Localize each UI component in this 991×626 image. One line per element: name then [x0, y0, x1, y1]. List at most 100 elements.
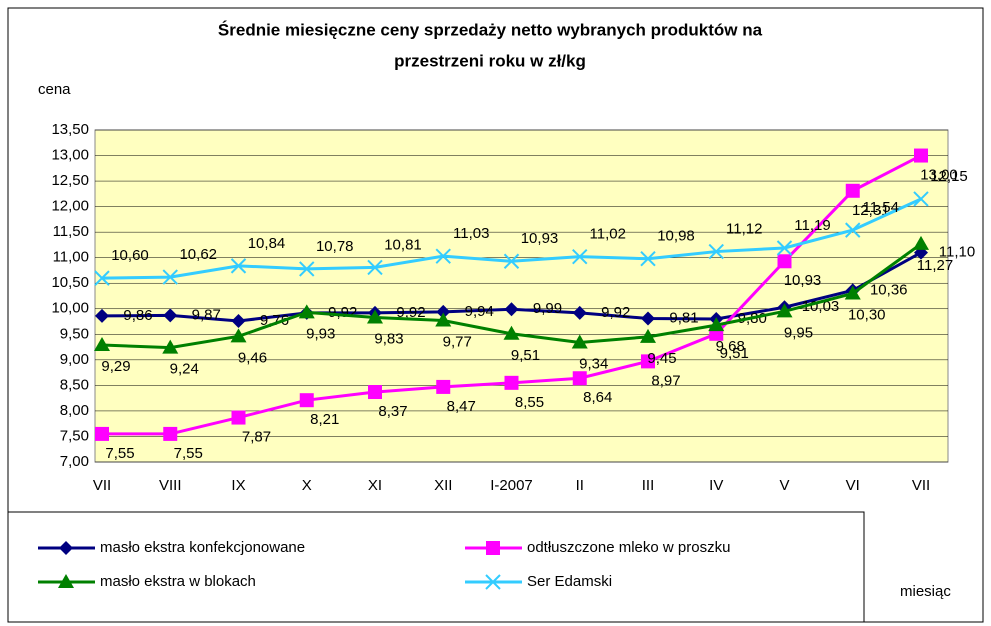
data-label: 12,15 [930, 168, 968, 185]
marker [776, 303, 793, 318]
data-label: 9,92 [396, 304, 425, 321]
marker [777, 254, 792, 269]
marker [162, 339, 179, 354]
x-tick-label: IV [709, 477, 723, 494]
data-label: 7,55 [174, 445, 203, 462]
x-tick-label: VIII [159, 477, 182, 494]
data-label: 10,60 [111, 247, 149, 264]
data-label: 10,98 [657, 228, 695, 245]
data-label: 9,77 [443, 333, 472, 350]
data-label: 9,92 [601, 304, 630, 321]
legend-label: odtłuszczone mleko w proszku [527, 539, 730, 556]
x-tick-label: VI [846, 477, 860, 494]
marker [503, 253, 520, 269]
data-label: 9,29 [101, 358, 130, 375]
legend-label: masło ekstra w blokach [100, 573, 256, 590]
data-label: 10,93 [784, 272, 822, 289]
data-label: 9,81 [669, 309, 698, 326]
data-label: 9,87 [192, 306, 221, 323]
marker [435, 312, 452, 327]
y-tick-label: 8,50 [60, 376, 89, 393]
y-tick-label: 7,50 [60, 427, 89, 444]
marker [641, 354, 655, 369]
data-label: 8,97 [651, 372, 680, 389]
y-tick-label: 13,50 [51, 121, 89, 138]
marker [640, 251, 656, 267]
x-tick-label: V [779, 477, 789, 494]
x-tick-label: XI [368, 477, 382, 494]
chart-title: Średnie miesięczne ceny sprzedaży netto … [218, 20, 763, 39]
marker [913, 235, 929, 250]
data-label: 8,21 [310, 411, 339, 428]
marker [571, 334, 588, 349]
legend-marker [485, 574, 501, 590]
marker [504, 302, 519, 317]
marker [231, 410, 246, 425]
marker [230, 328, 247, 343]
data-label: 10,81 [384, 236, 422, 253]
data-label: 9,24 [170, 361, 199, 378]
data-label: 9,51 [511, 347, 540, 364]
data-label: 9,99 [533, 300, 562, 317]
marker [776, 240, 793, 256]
data-label: 11,12 [726, 221, 762, 238]
x-tick-label: XII [434, 477, 452, 494]
data-label: 9,46 [238, 349, 267, 366]
y-tick-label: 11,50 [53, 223, 89, 240]
marker [163, 308, 178, 323]
data-label: 10,93 [521, 230, 559, 247]
marker [230, 258, 247, 274]
data-label: 9,95 [784, 324, 813, 341]
marker [845, 222, 861, 238]
marker [162, 269, 178, 285]
marker [844, 285, 861, 300]
marker [95, 308, 109, 323]
y-axis-label: cena [38, 81, 71, 98]
data-label: 7,55 [105, 445, 134, 462]
y-tick-label: 12,50 [51, 172, 89, 189]
x-tick-label: IX [231, 477, 245, 494]
y-tick-label: 9,00 [60, 351, 89, 368]
legend-marker [59, 541, 73, 555]
data-label: 11,10 [939, 244, 975, 261]
marker [708, 317, 725, 332]
data-label: 7,87 [242, 429, 271, 446]
data-label: 11,27 [917, 257, 953, 274]
legend-label: Ser Edamski [527, 573, 612, 590]
marker [641, 311, 655, 326]
x-tick-label: X [302, 477, 312, 494]
data-label: 11,02 [590, 226, 626, 243]
data-label: 10,84 [248, 235, 286, 252]
data-label: 10,36 [870, 281, 908, 298]
data-label: 8,55 [515, 394, 544, 411]
y-tick-label: 13,00 [51, 147, 89, 164]
marker [640, 328, 656, 343]
marker [913, 191, 929, 207]
data-label: 9,92 [328, 304, 357, 321]
marker [163, 426, 178, 441]
data-label: 10,62 [179, 246, 217, 263]
chart-subtitle: przestrzeni roku w zł/kg [394, 51, 586, 70]
marker [572, 305, 587, 320]
marker [231, 314, 246, 329]
legend-marker [486, 541, 500, 555]
data-label: 13,00 [920, 167, 958, 184]
marker [572, 248, 588, 265]
x-tick-label: VII [912, 477, 930, 494]
marker [435, 248, 451, 264]
data-label: 9,68 [716, 338, 745, 355]
marker [299, 393, 314, 408]
legend-box [7, 511, 865, 623]
legend-marker [58, 574, 74, 588]
marker [845, 183, 860, 198]
marker [368, 385, 382, 400]
x-tick-label: III [642, 477, 655, 494]
x-tick-label: I-2007 [490, 477, 533, 494]
data-label: 11,19 [794, 217, 830, 234]
marker [299, 261, 315, 277]
y-tick-label: 10,50 [51, 274, 89, 291]
marker [94, 270, 110, 286]
y-tick-label: 7,00 [60, 453, 89, 470]
x-tick-label: VII [93, 477, 111, 494]
